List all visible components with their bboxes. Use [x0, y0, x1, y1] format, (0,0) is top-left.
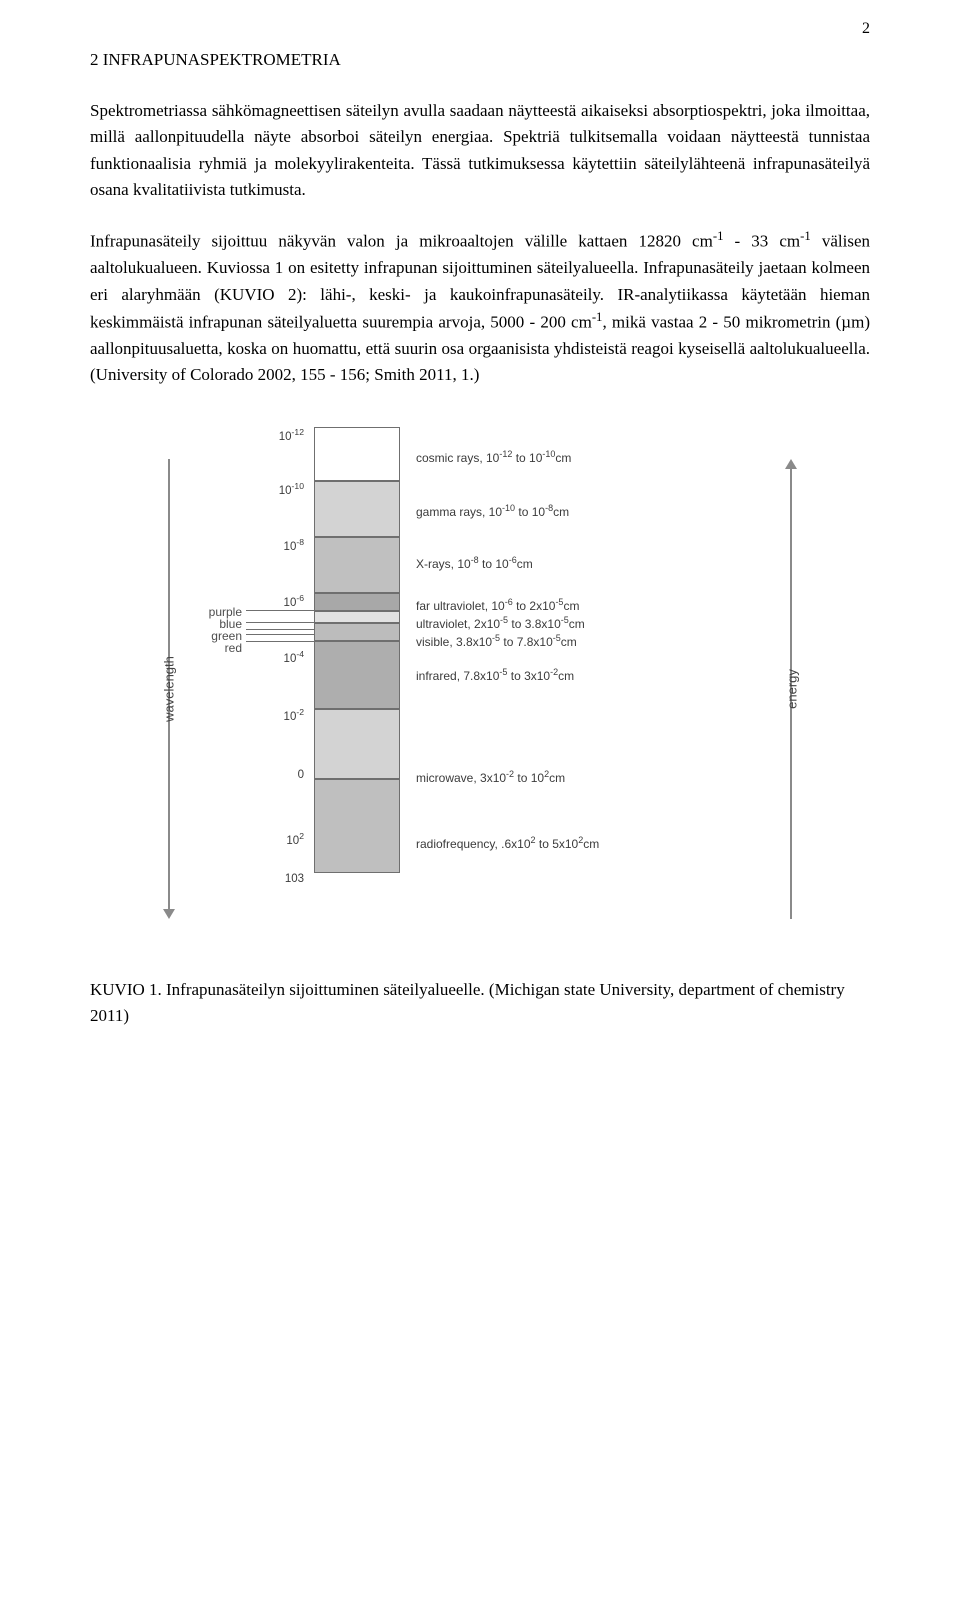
visible-color-label: red: [225, 641, 242, 655]
band-description: visible, 3.8x10-5 to 7.8x10-5cm: [416, 633, 577, 649]
scale-tick: 10-12: [279, 427, 304, 443]
connector-line: [246, 634, 314, 635]
scale-tick: 103: [285, 873, 304, 885]
connector-line: [246, 610, 314, 611]
spectrum-band: [314, 481, 400, 537]
energy-arrow: energy: [782, 459, 800, 919]
spectrum-band: [314, 593, 400, 611]
figure-caption: KUVIO 1. Infrapunasäteilyn sijoittuminen…: [90, 977, 870, 1030]
band-description: ultraviolet, 2x10-5 to 3.8x10-5cm: [416, 615, 585, 631]
band-description: far ultraviolet, 10-6 to 2x10-5cm: [416, 597, 579, 613]
spectrum-band: [314, 779, 400, 873]
spectrum-band: [314, 537, 400, 593]
spectrum-band: [314, 611, 400, 623]
wavelength-label: wavelength: [161, 656, 176, 722]
paragraph-1: Spektrometriassa sähkömagneettisen sätei…: [90, 98, 870, 203]
scale-tick: 10-6: [284, 593, 304, 609]
band-description: X-rays, 10-8 to 10-6cm: [416, 555, 533, 571]
band-description: cosmic rays, 10-12 to 10-10cm: [416, 449, 571, 465]
spectrum-band: [314, 641, 400, 709]
scale-tick: 0: [298, 769, 304, 781]
scale-tick: 10-4: [284, 649, 304, 665]
connector-line: [246, 629, 314, 630]
spectrum-band: [314, 427, 400, 481]
connector-line: [246, 622, 314, 623]
spectrum-band: [314, 709, 400, 779]
band-description: microwave, 3x10-2 to 102cm: [416, 769, 565, 785]
connector-line: [246, 641, 314, 642]
scale-tick: 10-8: [284, 537, 304, 553]
page-number: 2: [862, 20, 870, 38]
band-description: infrared, 7.8x10-5 to 3x10-2cm: [416, 667, 574, 683]
band-description: gamma rays, 10-10 to 10-8cm: [416, 503, 569, 519]
scale-tick: 10-2: [284, 707, 304, 723]
energy-label: energy: [785, 669, 800, 709]
scale-tick: 102: [286, 831, 304, 847]
wavelength-arrow: wavelength: [160, 459, 178, 919]
paragraph-2: Infrapunasäteily sijoittuu näkyvän valon…: [90, 227, 870, 388]
em-spectrum-figure: wavelength energy purplebluegreenred 10-…: [160, 419, 800, 949]
scale-tick: 10-10: [279, 481, 304, 497]
band-description: radiofrequency, .6x102 to 5x102cm: [416, 835, 599, 851]
section-heading: 2 INFRAPUNASPEKTROMETRIA: [90, 50, 870, 70]
spectrum-band: [314, 623, 400, 641]
